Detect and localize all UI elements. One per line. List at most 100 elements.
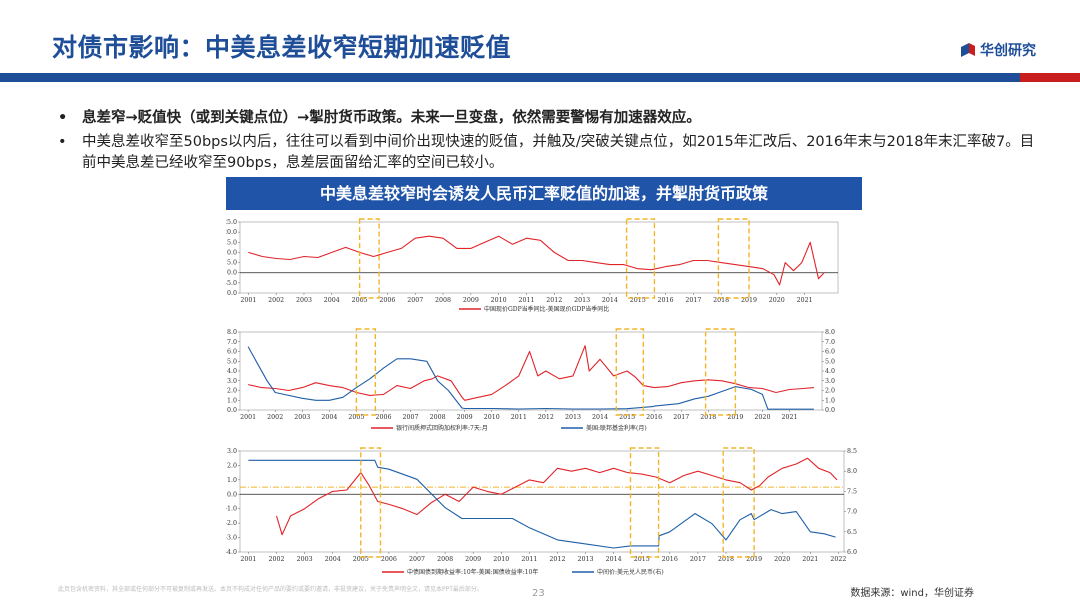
y-tick-label: 0.0 — [227, 407, 237, 414]
y-tick-label: 4.0 — [227, 368, 237, 375]
x-tick-label: 2015 — [630, 297, 646, 304]
brand: 华创研究 — [960, 40, 1036, 60]
x-tick-label: 2005 — [348, 414, 364, 421]
x-tick-label: 2003 — [297, 556, 313, 563]
legend-label: 中间价:美元兑人民币(右) — [597, 568, 664, 576]
x-tick-label: 2010 — [484, 414, 500, 421]
x-tick-label: 2004 — [324, 297, 340, 304]
y-right-tick-label: 6.0 — [825, 349, 835, 356]
x-tick-label: 2002 — [267, 414, 283, 421]
x-tick-label: 2003 — [294, 414, 310, 421]
x-tick-label: 2007 — [403, 414, 419, 421]
highlight-box — [358, 218, 380, 299]
y-tick-label: 5.0 — [227, 260, 237, 267]
x-tick-label: 2016 — [662, 556, 678, 563]
plot-frame — [239, 221, 839, 294]
highlight-box — [615, 328, 645, 416]
bullet-item-1: • 息差窄→贬值快（或到关键点位）→掣肘货币政策。未来一旦变盘，依然需要警惕有加… — [58, 108, 1048, 129]
x-tick-label: 2001 — [240, 556, 256, 563]
x-tick-label: 2004 — [321, 414, 337, 421]
x-tick-label: 2010 — [491, 297, 507, 304]
x-tick-label: 2002 — [268, 297, 284, 304]
highlight-box — [717, 218, 750, 299]
x-tick-label: 2014 — [606, 556, 622, 563]
y-right-tick-label: 7.0 — [825, 339, 835, 346]
y-tick-label: 2.0 — [227, 388, 237, 395]
y-right-tick-label: 8.0 — [825, 329, 835, 336]
y-tick-label: 15.0 — [226, 239, 237, 246]
legend-label: 美国:联邦基金利率(月) — [586, 424, 647, 432]
x-tick-label: 2017 — [685, 297, 701, 304]
y-tick-label: -4.0 — [226, 549, 237, 556]
series-line-1 — [275, 457, 838, 536]
y-right-tick-label: 8.5 — [847, 448, 857, 455]
x-tick-label: 2017 — [690, 556, 706, 563]
x-tick-label: 2009 — [465, 556, 481, 563]
x-tick-label: 2019 — [727, 414, 743, 421]
x-tick-label: 2002 — [269, 556, 285, 563]
x-tick-label: 2007 — [409, 556, 425, 563]
bullet-marker: • — [58, 134, 67, 150]
bullet-marker: • — [58, 110, 68, 126]
x-tick-label: 2012 — [538, 414, 554, 421]
x-tick-label: 2008 — [437, 556, 453, 563]
x-tick-label: 2001 — [240, 414, 256, 421]
x-tick-label: 2018 — [718, 556, 734, 563]
x-tick-label: 2015 — [634, 556, 650, 563]
y-tick-label: -10.0 — [226, 290, 237, 297]
series-line-2 — [247, 346, 814, 410]
x-tick-label: 2021 — [782, 414, 798, 421]
x-tick-label: 2012 — [546, 297, 562, 304]
plot-frame — [239, 450, 845, 553]
series-line-2 — [248, 459, 836, 549]
legend-label: 中国现价GDP当季同比-美国现价GDP当季同比 — [484, 305, 609, 313]
x-tick-label: 2012 — [549, 556, 565, 563]
x-tick-label: 2013 — [578, 556, 594, 563]
y-right-tick-label: 2.0 — [825, 388, 835, 395]
y-tick-label: 0.0 — [227, 270, 237, 277]
highlight-box — [722, 447, 755, 558]
legend-label: 银行间质押式回购加权利率:7天:月 — [396, 424, 488, 432]
y-tick-label: 5.0 — [227, 358, 237, 365]
bullet-text-2: 中美息差收窄至50bps以内后，往往可以看到中间价出现快速的贬值，并触及/突破关… — [82, 134, 1035, 171]
x-tick-label: 2004 — [325, 556, 341, 563]
x-tick-label: 2018 — [713, 297, 729, 304]
x-tick-label: 2021 — [802, 556, 818, 563]
y-tick-label: 1.0 — [227, 477, 237, 484]
y-right-tick-label: 8.0 — [847, 468, 857, 475]
y-tick-label: 2.0 — [227, 462, 237, 469]
x-tick-label: 2005 — [352, 297, 368, 304]
highlight-box — [360, 447, 382, 558]
chart-banner: 中美息差较窄时会诱发人民币汇率贬值的加速，并掣肘货币政策 — [226, 177, 862, 210]
highlight-box — [355, 328, 377, 416]
y-tick-label: -3.0 — [226, 535, 237, 542]
x-tick-label: 2009 — [463, 297, 479, 304]
x-tick-label: 2011 — [511, 414, 527, 421]
highlight-box — [629, 447, 660, 558]
x-tick-label: 2010 — [493, 556, 509, 563]
brand-logo-icon — [961, 43, 975, 57]
y-right-tick-label: 1.0 — [825, 397, 835, 404]
y-right-tick-label: 6.5 — [847, 529, 857, 536]
y-tick-label: 3.0 — [227, 448, 237, 455]
y-tick-label: 7.0 — [227, 339, 237, 346]
legend-label: 中债国债到期收益率:10年-美国:国债收益率:10年 — [407, 568, 538, 576]
x-tick-label: 2016 — [658, 297, 674, 304]
x-tick-label: 2003 — [296, 297, 312, 304]
y-right-tick-label: 5.0 — [825, 358, 835, 365]
x-tick-label: 2017 — [673, 414, 689, 421]
y-right-tick-label: 7.5 — [847, 488, 857, 495]
y-right-tick-label: 3.0 — [825, 378, 835, 385]
header-bar — [0, 73, 1080, 82]
y-tick-label: 25.0 — [226, 219, 237, 226]
x-tick-label: 2021 — [797, 297, 813, 304]
x-tick-label: 2016 — [646, 414, 662, 421]
highlight-box — [704, 328, 737, 416]
x-tick-label: 2007 — [407, 297, 423, 304]
y-tick-label: 0.0 — [227, 491, 237, 498]
x-tick-label: 2020 — [769, 297, 785, 304]
y-right-tick-label: 4.0 — [825, 368, 835, 375]
policy-rate-chart: 8.0 7.0 6.0 5.0 4.0 3.0 2.0 1.0 0.0 8.0 7.0 6.0 5.0 4… — [227, 328, 835, 432]
page-number: 23 — [532, 588, 545, 599]
highlight-box — [625, 218, 656, 299]
